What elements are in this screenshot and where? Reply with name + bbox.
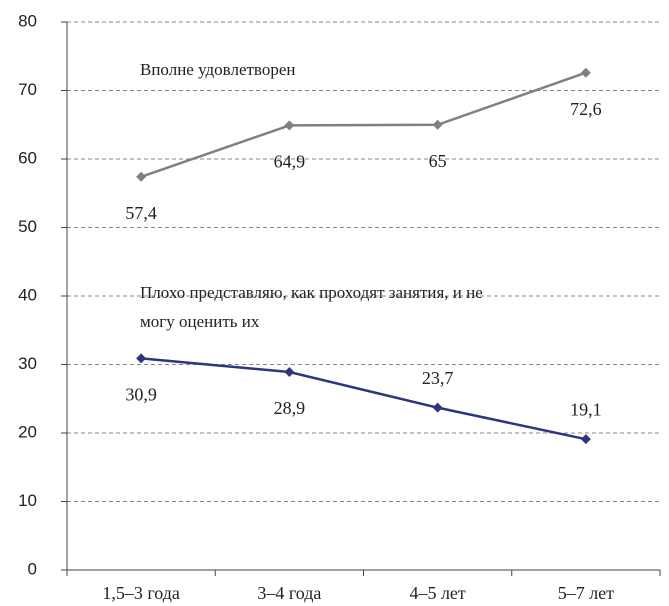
value-label: 57,4 xyxy=(125,203,157,223)
marker xyxy=(432,119,443,130)
marker xyxy=(136,171,147,182)
marker xyxy=(580,67,591,78)
x-tick-label: 1,5–3 года xyxy=(102,583,180,603)
marker xyxy=(432,402,443,413)
value-label: 64,9 xyxy=(274,152,306,172)
series-name: Вполне удовлетворен xyxy=(140,60,296,79)
y-tick-label: 30 xyxy=(18,354,37,373)
marker xyxy=(136,353,147,364)
series-line xyxy=(140,71,587,178)
x-tick-label: 5–7 лет xyxy=(558,583,614,603)
marker xyxy=(580,434,591,445)
value-label: 28,9 xyxy=(274,398,306,418)
y-tick-label: 50 xyxy=(18,217,37,236)
value-label: 72,6 xyxy=(570,99,602,119)
x-tick-label: 3–4 года xyxy=(257,583,321,603)
marker xyxy=(284,120,295,131)
y-tick-label: 10 xyxy=(18,491,37,510)
marker xyxy=(284,367,295,378)
value-label: 65 xyxy=(429,151,447,171)
value-label: 23,7 xyxy=(422,368,454,388)
legend-entry: Вполне удовлетворен xyxy=(140,60,296,79)
value-label: 19,1 xyxy=(570,399,602,419)
y-tick-label: 20 xyxy=(18,422,37,441)
y-tick-label: 0 xyxy=(28,559,37,578)
value-label: 30,9 xyxy=(125,384,157,404)
y-tick-label: 60 xyxy=(18,148,37,167)
series-name: Плохо представляю, как проходят занятия,… xyxy=(140,283,483,331)
y-tick-label: 70 xyxy=(18,80,37,99)
y-tick-label: 80 xyxy=(18,11,37,30)
x-tick-label: 4–5 лет xyxy=(409,583,465,603)
legend-entry: Плохо представляю, как проходят занятия,… xyxy=(140,283,483,331)
y-tick-label: 40 xyxy=(18,285,37,304)
series-line xyxy=(141,357,587,441)
